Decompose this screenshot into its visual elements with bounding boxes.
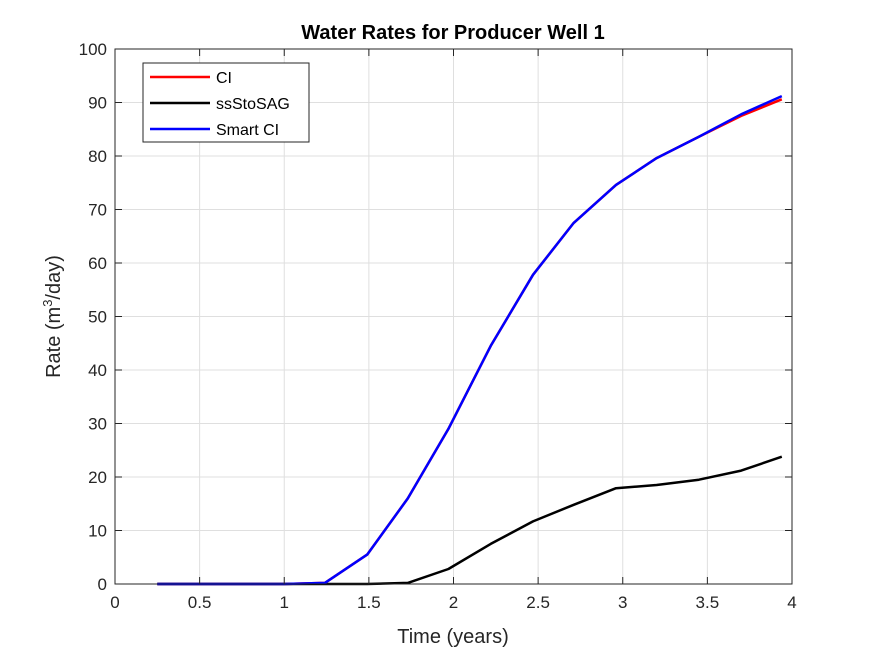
x-tick-label: 1: [280, 593, 289, 612]
x-tick-label: 2: [449, 593, 458, 612]
ticks: [114, 48, 793, 585]
y-tick-label: 80: [88, 147, 107, 166]
x-tick-label: 2.5: [526, 593, 550, 612]
x-tick-label: 3.5: [696, 593, 720, 612]
chart-title: Water Rates for Producer Well 1: [301, 22, 604, 44]
y-tick-label: 0: [98, 575, 107, 594]
y-tick-label: 50: [88, 308, 107, 327]
x-tick-label: 3: [618, 593, 627, 612]
legend: CI ssStoSAG Smart CI: [142, 62, 310, 143]
x-axis-label: Time (years): [397, 626, 508, 648]
y-tick-label: 20: [88, 468, 107, 487]
y-axis-label: Rate (m3/day): [40, 255, 65, 378]
y-tick-label: 90: [88, 94, 107, 113]
x-tick-label: 0.5: [188, 593, 212, 612]
y-tick-label: 100: [79, 40, 107, 59]
legend-label-smart-ci: Smart CI: [216, 122, 279, 139]
legend-label-ci: CI: [216, 70, 232, 87]
y-axis-label-tail: /day): [43, 255, 65, 299]
y-axis-label-base: Rate (m: [43, 307, 65, 378]
y-tick-label: 30: [88, 415, 107, 434]
legend-label-ssstosag: ssStoSAG: [216, 96, 290, 113]
y-tick-label: 10: [88, 522, 107, 541]
x-tick-label: 1.5: [357, 593, 381, 612]
x-tick-label: 0: [110, 593, 119, 612]
y-tick-label: 60: [88, 254, 107, 273]
y-tick-label: 40: [88, 361, 107, 380]
y-axis-label-sup: 3: [40, 300, 55, 307]
y-tick-label: 70: [88, 201, 107, 220]
x-tick-label: 4: [787, 593, 796, 612]
